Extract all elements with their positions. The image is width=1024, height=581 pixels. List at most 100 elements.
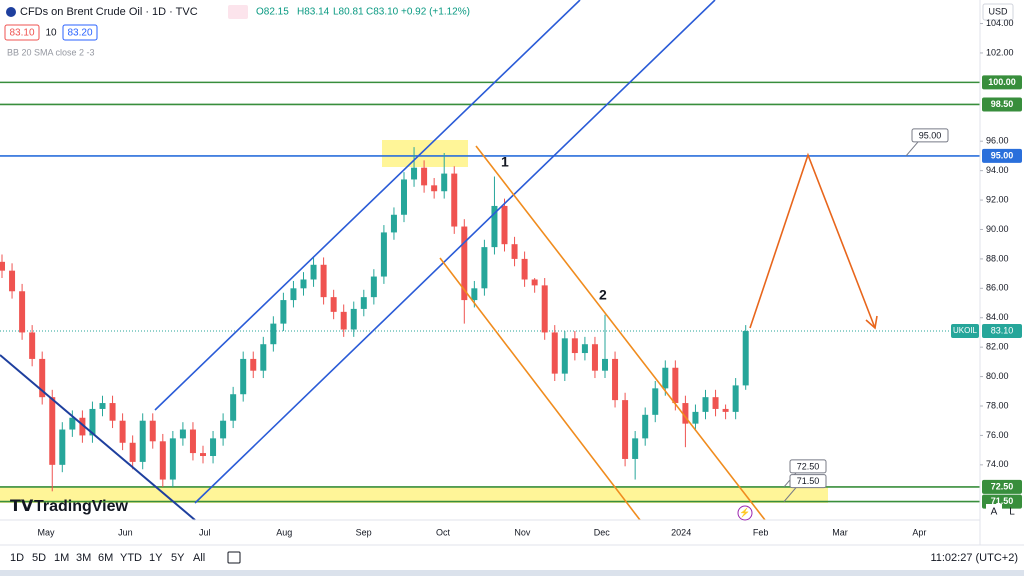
price-axis <box>980 0 1024 545</box>
x-tick-label: Oct <box>436 527 451 537</box>
x-tick-label: Jun <box>118 527 133 537</box>
auto-label: A <box>991 507 998 518</box>
events-icon[interactable] <box>737 505 753 521</box>
range-button[interactable]: 1D <box>10 552 24 564</box>
candle-body <box>551 332 558 374</box>
symbol-icon <box>6 7 16 17</box>
candle-body <box>179 429 186 439</box>
range-button[interactable]: 1Y <box>149 552 163 564</box>
candle-body <box>692 411 699 424</box>
events-icon-glyph: ⚡ <box>739 506 750 518</box>
ohlc-close: C83.10 <box>366 7 399 18</box>
ohlc-change: +0.92 (+1.12%) <box>401 7 470 18</box>
last-price-name-tag <box>951 323 979 338</box>
ohlc-high: H83.14 <box>297 7 330 18</box>
range-button[interactable]: 6M <box>98 552 113 564</box>
y-tick-label: 90.00 <box>986 224 1009 234</box>
candle-body <box>732 385 739 412</box>
candle-body <box>622 400 629 459</box>
candle-body <box>350 308 357 330</box>
currency: USD <box>988 6 1008 16</box>
channel-line <box>154 0 581 411</box>
indicator-label: BB 20 SMA close 2 -3 <box>7 47 95 57</box>
callout-pointer <box>783 487 797 502</box>
level-label: 100.00 <box>988 77 1016 87</box>
candle-body <box>310 264 317 280</box>
x-tick-label: Mar <box>832 527 848 537</box>
candle-body <box>531 279 538 286</box>
candle-body <box>672 367 679 404</box>
x-tick-label: 2024 <box>671 527 691 537</box>
candle-body <box>240 358 247 395</box>
candle-body <box>461 226 468 301</box>
ohlc-low: L80.81 <box>333 7 364 18</box>
y-tick-label: 84.00 <box>986 312 1009 322</box>
candle-body <box>602 358 608 371</box>
candle-body <box>652 388 659 415</box>
candle-body <box>401 179 407 215</box>
candle-body <box>79 417 86 436</box>
candle-body <box>451 173 458 227</box>
arrow-head <box>865 315 878 330</box>
candle-body <box>541 285 548 333</box>
candle-body <box>612 358 619 401</box>
sell-button[interactable] <box>4 24 40 41</box>
y-tick-label: 74.00 <box>986 459 1009 469</box>
candle-body <box>29 332 36 359</box>
y-tick-label: 80.00 <box>986 371 1009 381</box>
candle-body <box>471 288 478 301</box>
callout-box <box>789 459 827 474</box>
candle-body <box>260 344 267 371</box>
candle-body <box>169 438 176 480</box>
x-tick-label: Aug <box>276 527 292 537</box>
candle-body <box>69 417 76 430</box>
channel-line <box>194 0 716 504</box>
symbol-title: CFDs on Brent Crude Oil · 1D · TVC <box>20 6 198 18</box>
range-button[interactable]: YTD <box>120 552 142 564</box>
y-tick-label: 104.00 <box>986 18 1014 28</box>
candle-body <box>210 438 217 457</box>
candle-body <box>189 429 196 454</box>
y-tick-label: 92.00 <box>986 194 1009 204</box>
candle-body <box>662 367 669 389</box>
x-tick-label: Nov <box>514 527 531 537</box>
range-button[interactable]: 5D <box>32 552 46 564</box>
annotation: 1 <box>501 154 509 170</box>
buy-button[interactable] <box>62 24 98 41</box>
candle-body <box>712 397 719 409</box>
range-button[interactable]: 5Y <box>171 552 185 564</box>
candle-body <box>682 403 689 424</box>
range-button[interactable]: 1M <box>54 552 69 564</box>
x-tick-label: Feb <box>753 527 769 537</box>
level-label: 98.50 <box>991 99 1014 109</box>
candle-body <box>159 441 166 480</box>
candle-body <box>441 173 448 192</box>
y-tick-label: 76.00 <box>986 430 1009 440</box>
ask: 83.20 <box>67 28 92 39</box>
log-label: L <box>1009 507 1015 518</box>
trend-line <box>0 354 196 521</box>
auto-button[interactable] <box>986 504 1002 520</box>
last-price-tag <box>982 323 1022 338</box>
range-button[interactable]: 3M <box>76 552 91 564</box>
callout-box <box>789 474 827 489</box>
candle-body <box>89 408 96 436</box>
currency-button[interactable] <box>982 3 1014 21</box>
last-price-name: UKOIL <box>953 326 978 335</box>
channel-line <box>439 257 641 521</box>
candle-body <box>340 311 347 330</box>
clock: 11:02:27 (UTC+2) <box>930 552 1018 564</box>
calendar-icon[interactable] <box>227 551 241 564</box>
callout-box <box>911 128 949 143</box>
candle-body <box>571 338 578 354</box>
y-tick-label: 94.00 <box>986 165 1009 175</box>
range-button[interactable]: All <box>193 552 205 564</box>
drawings <box>0 0 878 521</box>
level-tag <box>982 479 1022 494</box>
callout-pointer <box>905 141 919 157</box>
candle-body <box>632 438 639 459</box>
x-tick-label: Jul <box>199 527 211 537</box>
flag <box>228 5 248 19</box>
callout-label: 71.50 <box>797 476 820 486</box>
